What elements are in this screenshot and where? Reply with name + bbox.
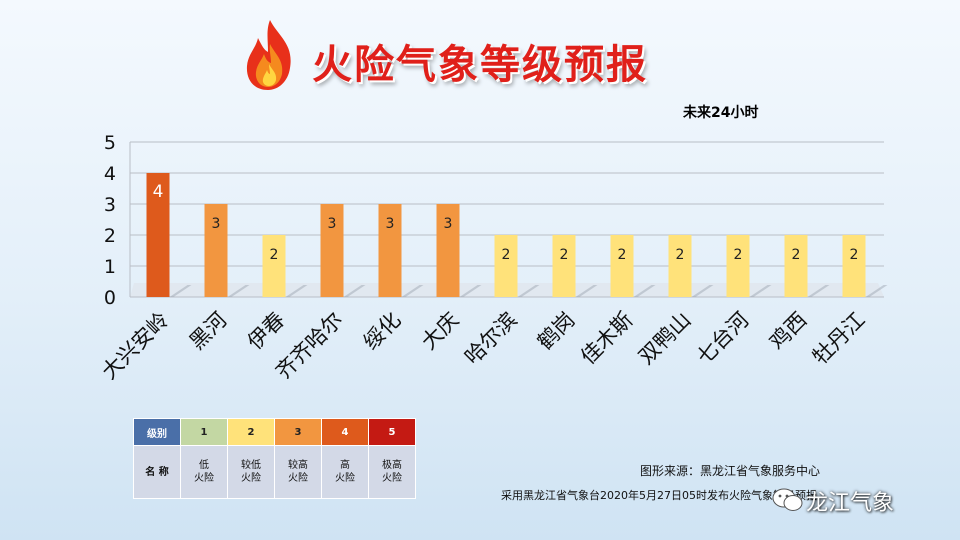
forecast-period-label: 未来24小时: [683, 105, 759, 121]
y-tick-label: 4: [104, 163, 116, 185]
bar-牡丹江: [842, 235, 866, 297]
bar-佳木斯: [610, 235, 634, 297]
x-tick-label: 双鸭山: [634, 308, 696, 370]
legend-desc-line: 高: [340, 460, 350, 471]
bar-绥化: [378, 204, 402, 297]
legend-desc-line: 较低: [241, 460, 261, 471]
y-tick-label: 1: [104, 256, 116, 278]
bar-黑河: [204, 204, 228, 297]
data-label: 2: [850, 247, 859, 263]
bar-shadow: [459, 285, 482, 297]
legend-desc-1: 低火险: [180, 445, 228, 499]
bar-shadow: [517, 285, 540, 297]
x-tick-label: 鸡西: [765, 308, 812, 355]
x-tick-label: 绥化: [359, 308, 406, 355]
legend-desc-line: 极高: [382, 460, 402, 471]
bar-七台河: [726, 235, 750, 297]
flame-icon: [246, 20, 291, 90]
legend-name-row: 名 称 低火险 较低 火险 较高 火险高火险 极高 火险: [133, 445, 416, 499]
x-tick-label: 佳木斯: [576, 308, 638, 370]
bar-shadow: [633, 285, 656, 297]
bar-shadow: [749, 285, 772, 297]
bar-齐齐哈尔: [320, 204, 344, 297]
bar-双鸭山: [668, 235, 692, 297]
data-label: 2: [270, 247, 279, 263]
data-label: 3: [444, 216, 453, 232]
data-label: 2: [502, 247, 511, 263]
x-tick-label: 牡丹江: [808, 308, 870, 370]
bar-shadow: [343, 285, 366, 297]
publish-note: 采用黑龙江省气象台2020年5月27日05时发布火险气象等级预报: [501, 489, 817, 502]
watermark: 龙江气象: [806, 491, 895, 516]
page-title: 火险气象等级预报: [312, 42, 648, 88]
legend-level-1: 1: [180, 418, 228, 446]
x-tick-label: 大庆: [417, 308, 464, 355]
data-label: 2: [792, 247, 801, 263]
x-tick-label: 鹤岗: [533, 308, 580, 355]
legend-desc-line: 火险: [382, 473, 402, 484]
x-tick-label: 伊春: [243, 308, 290, 355]
data-label: 3: [212, 216, 221, 232]
bar-shadow: [401, 285, 424, 297]
y-tick-label: 2: [104, 225, 116, 247]
legend-desc-line: 火险: [194, 473, 214, 484]
legend-level-header: 级别: [133, 418, 181, 446]
data-label: 4: [153, 182, 164, 202]
data-label: 3: [328, 216, 337, 232]
legend-desc-line: 较高: [288, 460, 308, 471]
legend-desc-line: 低: [199, 460, 209, 471]
legend-desc-4: 高火险: [321, 445, 369, 499]
bar-shadow: [285, 285, 308, 297]
legend-desc-3: 较高 火险: [274, 445, 322, 499]
bar-chart: 0123454大兴安岭3黑河2伊春3齐齐哈尔3绥化3大庆2哈尔滨2鹤岗2佳木斯2…: [97, 132, 888, 384]
bar-大庆: [436, 204, 460, 297]
x-tick-label: 七台河: [692, 308, 754, 370]
legend-desc-line: 火险: [335, 473, 355, 484]
bar-鹤岗: [552, 235, 576, 297]
bar-哈尔滨: [494, 235, 518, 297]
legend-name-header: 名 称: [133, 445, 181, 499]
legend-level-4: 4: [321, 418, 369, 446]
data-label: 2: [676, 247, 685, 263]
x-tick-label: 大兴安岭: [97, 308, 173, 384]
y-tick-label: 0: [104, 287, 116, 309]
legend-desc-line: 火险: [241, 473, 261, 484]
data-label: 2: [560, 247, 569, 263]
wechat-icon: [772, 488, 803, 511]
x-tick-label: 黑河: [185, 308, 232, 355]
legend-level-3: 3: [274, 418, 322, 446]
bar-伊春: [262, 235, 286, 297]
legend-level-5: 5: [368, 418, 416, 446]
legend-desc-5: 极高 火险: [368, 445, 416, 499]
bar-shadow: [575, 285, 598, 297]
bar-shadow: [169, 285, 192, 297]
bar-shadow: [865, 285, 888, 297]
title-block: 火险气象等级预报: [240, 18, 720, 94]
bar-大兴安岭: [146, 173, 170, 297]
data-label: 3: [386, 216, 395, 232]
source-label: 图形来源：黑龙江省气象服务中心: [640, 464, 821, 478]
x-tick-label: 哈尔滨: [460, 308, 522, 370]
data-label: 2: [734, 247, 743, 263]
bar-shadow: [691, 285, 714, 297]
y-tick-label: 3: [104, 194, 116, 216]
data-label: 2: [618, 247, 627, 263]
legend-desc-2: 较低 火险: [227, 445, 275, 499]
legend-desc-line: 火险: [288, 473, 308, 484]
y-tick-label: 5: [104, 132, 116, 154]
legend-level-2: 2: [227, 418, 275, 446]
bar-shadow: [807, 285, 830, 297]
bar-shadow: [227, 285, 250, 297]
bar-鸡西: [784, 235, 808, 297]
